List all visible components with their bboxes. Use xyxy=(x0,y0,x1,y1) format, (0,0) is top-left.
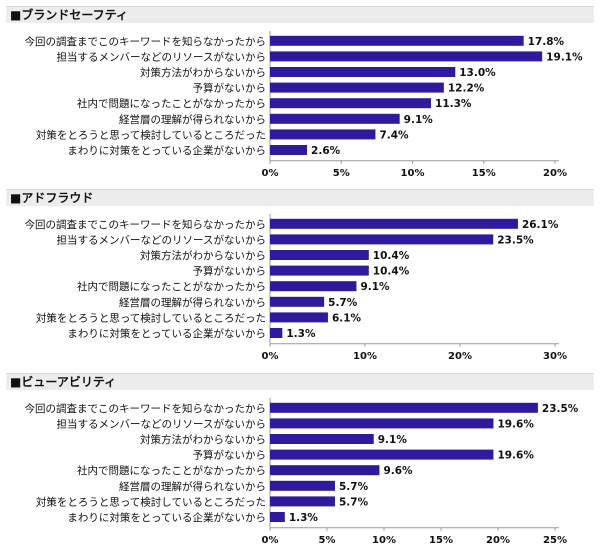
category-label: 社内で問題になったことがなかったから xyxy=(77,464,266,477)
bar xyxy=(270,98,432,109)
category-label: 今回の調査までこのキーワードを知らなかったから xyxy=(25,218,267,231)
bar xyxy=(270,496,335,507)
data-label: 13.0% xyxy=(459,67,496,79)
x-tick-label: 0% xyxy=(262,168,279,179)
x-tick-label: 5% xyxy=(319,535,336,546)
bar xyxy=(270,418,494,429)
bar xyxy=(270,234,494,245)
data-label: 10.4% xyxy=(373,250,410,262)
data-label: 11.3% xyxy=(435,98,472,110)
bar xyxy=(270,449,494,460)
x-tick-label: 20% xyxy=(486,535,510,546)
bar xyxy=(270,465,380,476)
data-label: 12.2% xyxy=(448,83,485,95)
category-label: 今回の調査までこのキーワードを知らなかったから xyxy=(25,402,267,415)
bar xyxy=(270,250,369,260)
data-label: 9.6% xyxy=(383,465,413,477)
data-label: 26.1% xyxy=(522,219,559,231)
data-label: 5.7% xyxy=(339,496,369,508)
data-label: 17.8% xyxy=(528,36,565,48)
bar xyxy=(270,265,369,276)
chart-title-ad-fraud: ■アドフラウド xyxy=(6,189,594,206)
chart-title-viewability: ■ビューアビリティ xyxy=(6,373,594,390)
bar xyxy=(270,129,376,140)
bar xyxy=(270,35,524,46)
x-tick-label: 5% xyxy=(333,168,350,179)
x-tick-label: 10% xyxy=(372,535,396,546)
bar xyxy=(270,218,518,229)
bar-chart-brand-safety: 今回の調査までこのキーワードを知らなかったから 17.8% 担当するメンバーなどのリ… xyxy=(25,31,583,179)
data-label: 1.3% xyxy=(286,328,316,340)
bar xyxy=(270,113,400,124)
bar xyxy=(270,434,374,444)
category-label: 予算がないから xyxy=(193,449,267,462)
x-tick-label: 10% xyxy=(353,351,377,362)
data-label: 9.1% xyxy=(404,114,434,126)
category-label: 経営層の理解が得られないから xyxy=(119,296,266,309)
data-label: 2.6% xyxy=(311,145,341,157)
bar xyxy=(270,512,285,522)
category-label: 予算がないから xyxy=(193,82,267,95)
bar xyxy=(270,402,538,413)
data-label: 7.4% xyxy=(379,129,409,141)
category-label: 担当するメンバーなどのリソースがないから xyxy=(57,233,266,246)
category-label: 経営層の理解が得られないから xyxy=(119,480,266,493)
bar xyxy=(270,296,325,307)
category-label: 経営層の理解が得られないから xyxy=(119,113,266,126)
category-label: まわりに対策をとっている企業がないから xyxy=(67,144,266,157)
bar xyxy=(270,51,543,62)
category-label: 対策をとろうと思って検討しているところだった xyxy=(36,495,266,508)
category-label: 対策をとろうと思って検討しているところだった xyxy=(36,128,266,141)
data-label: 23.5% xyxy=(542,403,579,415)
data-label: 10.4% xyxy=(373,266,410,278)
data-label: 23.5% xyxy=(497,234,534,246)
x-tick-label: 30% xyxy=(543,351,567,362)
category-label: 社内で問題になったことがなかったから xyxy=(77,280,266,293)
x-tick-label: 25% xyxy=(543,535,567,546)
category-label: まわりに対策をとっている企業がないから xyxy=(67,327,266,340)
x-tick-label: 15% xyxy=(429,535,453,546)
data-label: 1.3% xyxy=(289,512,319,524)
x-tick-label: 20% xyxy=(448,351,472,362)
bar xyxy=(270,82,444,93)
x-tick-label: 0% xyxy=(262,351,279,362)
category-label: 今回の調査までこのキーワードを知らなかったから xyxy=(25,35,267,48)
bar xyxy=(270,281,357,292)
data-label: 5.7% xyxy=(339,481,369,493)
bar xyxy=(270,312,328,323)
category-label: 社内で問題になったことがなかったから xyxy=(77,97,266,110)
x-tick-label: 15% xyxy=(472,168,496,179)
bar-chart-viewability: 今回の調査までこのキーワードを知らなかったから 23.5% 担当するメンバーなどのリ… xyxy=(25,398,579,546)
category-label: まわりに対策をとっている企業がないから xyxy=(67,511,266,524)
data-label: 9.1% xyxy=(378,434,408,446)
x-tick-label: 10% xyxy=(401,168,425,179)
data-label: 5.7% xyxy=(328,297,358,309)
data-label: 9.1% xyxy=(360,281,390,293)
category-label: 担当するメンバーなどのリソースがないから xyxy=(57,417,266,430)
x-tick-label: 0% xyxy=(262,535,279,546)
category-label: 担当するメンバーなどのリソースがないから xyxy=(57,50,266,63)
category-label: 対策方法がわからないから xyxy=(140,433,266,446)
bar xyxy=(270,145,308,155)
chart-title-brand-safety: ■ブランドセーフティ xyxy=(6,6,594,23)
data-label: 19.1% xyxy=(546,51,583,63)
bar xyxy=(270,67,456,77)
data-label: 19.6% xyxy=(497,418,534,430)
category-label: 対策方法がわからないから xyxy=(140,249,266,262)
bar-chart-ad-fraud: 今回の調査までこのキーワードを知らなかったから 26.1% 担当するメンバーなどのリ… xyxy=(25,214,567,362)
x-tick-label: 20% xyxy=(543,168,567,179)
category-label: 対策方法がわからないから xyxy=(140,66,266,79)
bar xyxy=(270,480,335,491)
category-label: 対策をとろうと思って検討しているところだった xyxy=(36,311,266,324)
category-label: 予算がないから xyxy=(193,265,267,278)
data-label: 19.6% xyxy=(497,450,534,462)
bar xyxy=(270,328,283,338)
data-label: 6.1% xyxy=(332,312,362,324)
